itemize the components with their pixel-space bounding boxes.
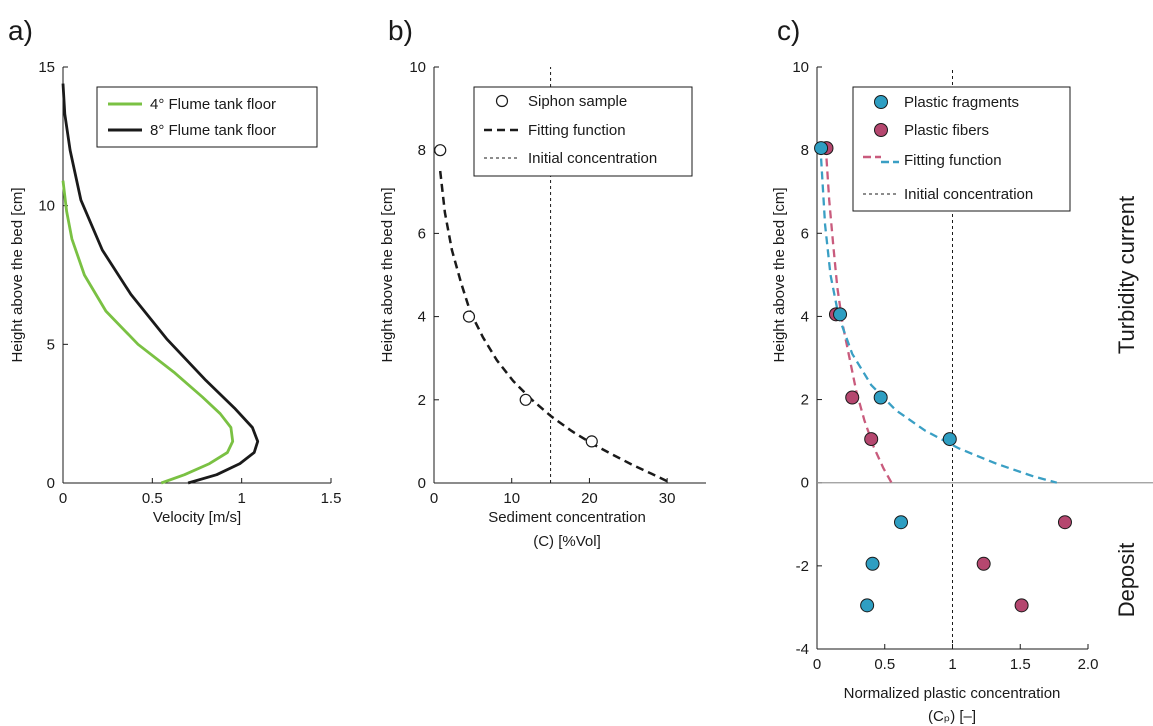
panel-a-ylabel: Height above the bed [cm] bbox=[9, 187, 26, 362]
panel-c: c) 0 0.5 1 1.5 2.0 -4 -2 0 2 4 6 8 10 Normalized pla… bbox=[771, 15, 1153, 725]
siphon-sample-point bbox=[519, 393, 532, 406]
panel-b-ylabel: Height above the bed [cm] bbox=[379, 187, 396, 362]
panel-b-label: b) bbox=[388, 15, 413, 46]
panel-a: a) 0 0.5 1 1.5 0 5 10 15 Velocity [m/s] Height … bbox=[8, 15, 341, 526]
plastic-fragments-point bbox=[833, 307, 848, 322]
legend-siphon-marker bbox=[495, 94, 509, 108]
panel-b: b) 0 10 20 30 0 2 4 6 8 10 Sediment concentration… bbox=[379, 15, 706, 550]
panel-b-ytick-label: 4 bbox=[418, 309, 426, 326]
panel-a-ytick-label: 5 bbox=[47, 336, 55, 353]
legend-siphon-label: Siphon sample bbox=[528, 93, 627, 110]
legend-initial-label: Initial concentration bbox=[528, 150, 657, 167]
legend-initial-label: Initial concentration bbox=[904, 186, 1033, 203]
side-label-deposit: Deposit bbox=[1114, 543, 1139, 618]
panel-c-label: c) bbox=[777, 15, 800, 46]
panel-c-ytick-label: -2 bbox=[796, 558, 809, 575]
panel-c-ytick-label: 8 bbox=[801, 142, 809, 159]
panel-c-ytick-label: 4 bbox=[801, 308, 809, 325]
panel-a-label: a) bbox=[8, 15, 33, 46]
plastic-fibers-point bbox=[864, 432, 879, 447]
legend-fragments-marker bbox=[874, 95, 888, 109]
fitting-function-fibers-line bbox=[825, 158, 893, 484]
panel-b-xtick-label: 20 bbox=[581, 490, 598, 507]
panel-c-xtick-label: 0.5 bbox=[874, 656, 895, 673]
panel-b-xtick-label: 10 bbox=[503, 490, 520, 507]
plastic-fibers-point bbox=[1057, 515, 1072, 530]
legend-4deg-label: 4° Flume tank floor bbox=[150, 96, 276, 113]
panel-c-xtick-label: 1 bbox=[948, 656, 956, 673]
legend-fibers-label: Plastic fibers bbox=[904, 122, 989, 139]
panel-a-ytick-label: 10 bbox=[38, 198, 55, 215]
panel-c-ytick-label: 2 bbox=[801, 392, 809, 409]
panel-b-xlabel: Sediment concentration bbox=[488, 509, 646, 526]
panel-b-axes: 0 10 20 30 0 2 4 6 8 10 bbox=[409, 59, 706, 507]
panel-c-xlabel-units: (Cₚ) [–] bbox=[928, 708, 976, 725]
panel-a-xtick-label: 0.5 bbox=[142, 490, 163, 507]
legend-fragments-label: Plastic fragments bbox=[904, 94, 1019, 111]
panel-a-xtick-label: 1.5 bbox=[321, 490, 342, 507]
panel-b-xlabel-units: (C) [%Vol] bbox=[533, 533, 601, 550]
legend-fit-label: Fitting function bbox=[904, 152, 1002, 169]
series-line-8deg bbox=[61, 83, 260, 485]
plastic-fibers-point bbox=[976, 556, 991, 571]
panel-a-xtick-label: 0 bbox=[59, 490, 67, 507]
panel-a-xlabel: Velocity [m/s] bbox=[153, 509, 241, 526]
legend-fit-label: Fitting function bbox=[528, 122, 626, 139]
siphon-sample-point bbox=[434, 144, 447, 157]
panel-a-ytick-label: 15 bbox=[38, 59, 55, 76]
legend-8deg-label: 8° Flume tank floor bbox=[150, 122, 276, 139]
panel-a-axes: 0 0.5 1 1.5 0 5 10 15 bbox=[38, 59, 341, 507]
panel-b-legend: Siphon sample Fitting function Initial c… bbox=[473, 86, 693, 177]
panel-c-axes: 0 0.5 1 1.5 2.0 -4 -2 0 2 4 6 8 10 bbox=[792, 59, 1153, 673]
panel-c-ylabel: Height above the bed [cm] bbox=[771, 187, 788, 362]
plastic-fragments-point bbox=[814, 141, 829, 156]
siphon-sample-point bbox=[462, 310, 476, 323]
panel-b-xtick-label: 0 bbox=[430, 490, 438, 507]
fitting-function-line bbox=[438, 170, 672, 485]
legend-fibers-marker bbox=[874, 123, 888, 137]
panel-b-ytick-label: 8 bbox=[418, 142, 426, 159]
panel-c-xtick-label: 2.0 bbox=[1078, 656, 1099, 673]
panel-b-ytick-label: 6 bbox=[418, 225, 426, 242]
plastic-fragments-point bbox=[860, 598, 875, 613]
panel-b-ytick-label: 10 bbox=[409, 59, 426, 76]
series-line-4deg bbox=[61, 180, 235, 485]
panel-c-ytick-label: -4 bbox=[796, 641, 809, 658]
panel-c-legend: Plastic fragments Plastic fibers Fitting… bbox=[852, 86, 1071, 212]
panel-c-ytick-label: 0 bbox=[801, 475, 809, 492]
plastic-fragments-point bbox=[873, 390, 888, 405]
siphon-sample-point bbox=[585, 435, 598, 448]
panel-a-xtick-label: 1 bbox=[237, 490, 245, 507]
panel-a-legend: 4° Flume tank floor 8° Flume tank floor bbox=[96, 86, 318, 148]
panel-a-ytick-label: 0 bbox=[47, 475, 55, 492]
panel-b-xtick-label: 30 bbox=[659, 490, 676, 507]
panel-b-ytick-label: 2 bbox=[418, 392, 426, 409]
side-label-turbidity-current: Turbidity current bbox=[1114, 196, 1139, 354]
panel-c-ytick-label: 6 bbox=[801, 225, 809, 242]
panel-c-ytick-label: 10 bbox=[792, 59, 809, 76]
panel-b-ytick-label: 0 bbox=[418, 475, 426, 492]
plastic-fibers-point bbox=[1014, 598, 1029, 613]
panel-c-xtick-label: 0 bbox=[813, 656, 821, 673]
plastic-fragments-point bbox=[942, 432, 957, 447]
plastic-fragments-point bbox=[894, 515, 909, 530]
plastic-fragments-point bbox=[865, 556, 880, 571]
panel-c-xtick-label: 1.5 bbox=[1010, 656, 1031, 673]
plastic-fibers-point bbox=[845, 390, 860, 405]
panel-c-xlabel: Normalized plastic concentration bbox=[844, 685, 1061, 702]
